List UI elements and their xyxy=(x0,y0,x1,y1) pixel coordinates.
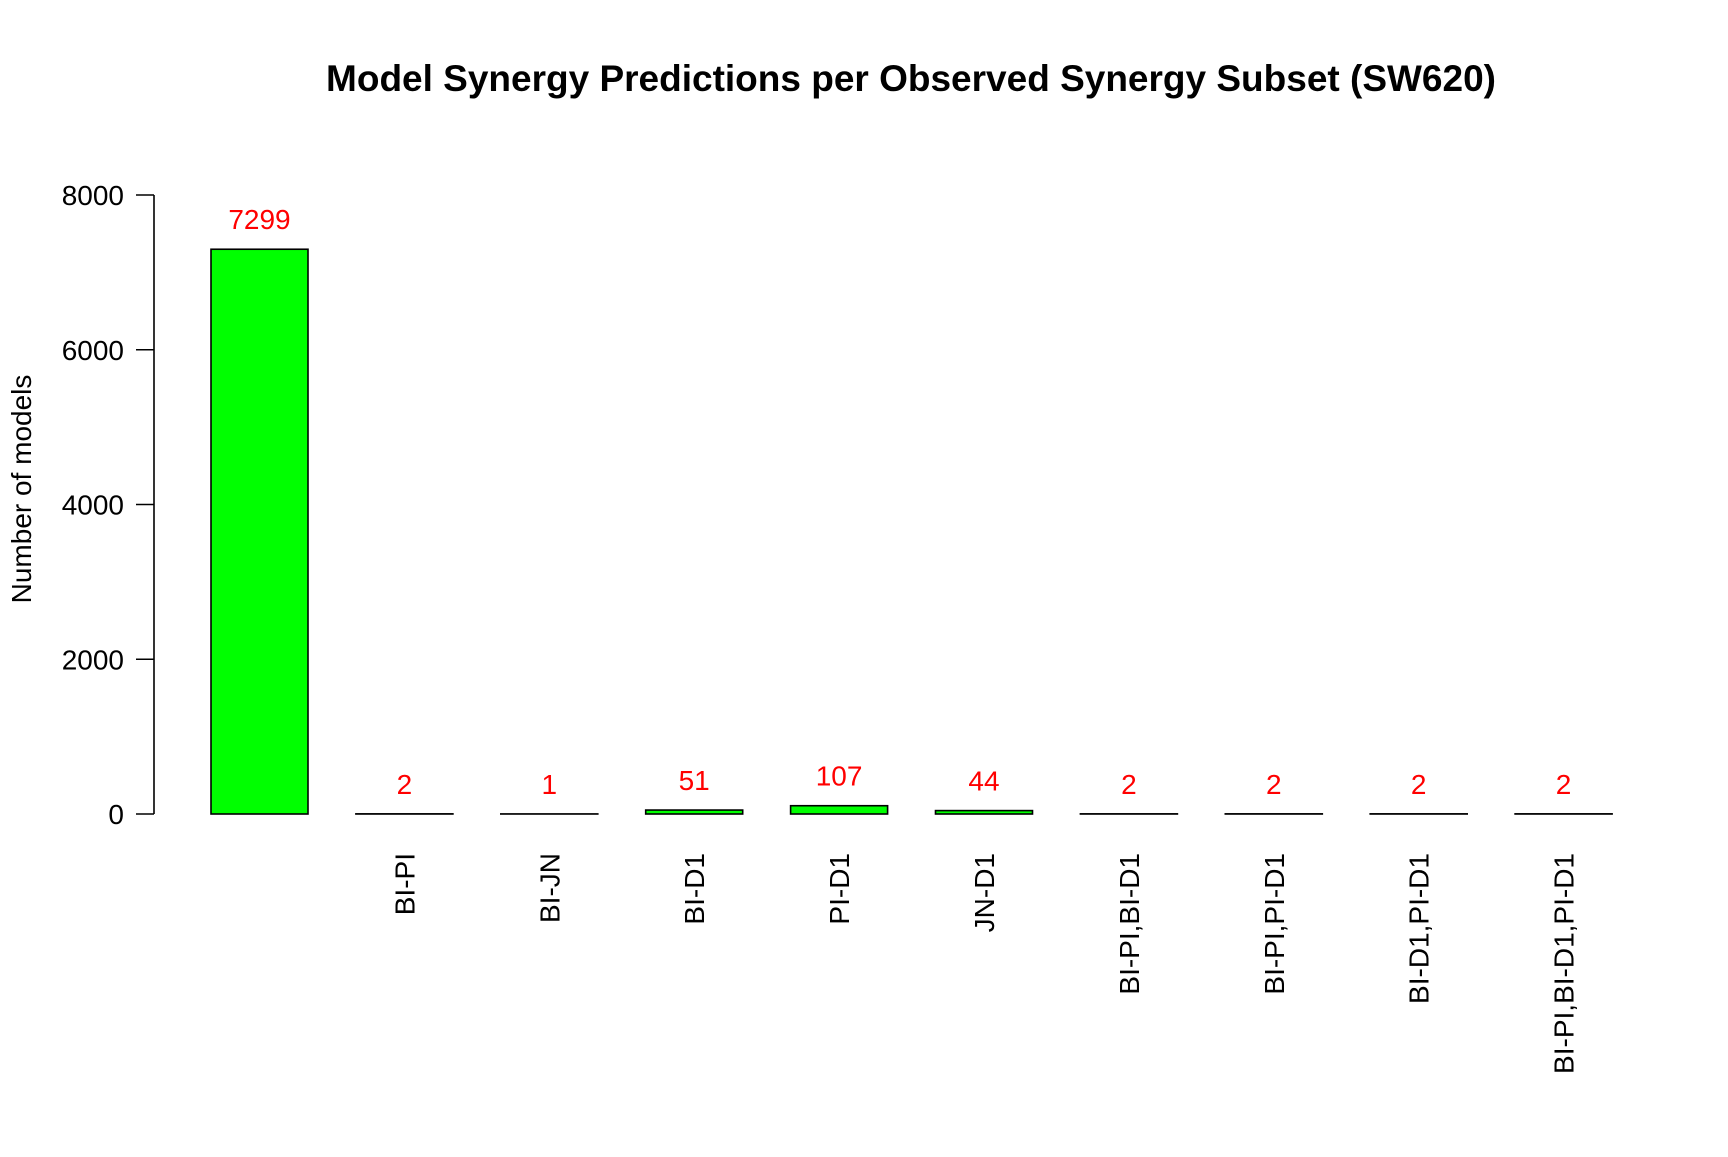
y-axis: 0 2000 4000 6000 8000 xyxy=(62,180,154,830)
chart-title: Model Synergy Predictions per Observed S… xyxy=(326,58,1496,99)
y-tick-label: 4000 xyxy=(62,490,124,521)
x-category-label: BI-JN xyxy=(534,853,565,923)
x-category-label: BI-PI,BI-D1 xyxy=(1114,853,1145,995)
bar-data-label: 2 xyxy=(1121,769,1137,800)
bar xyxy=(211,249,308,814)
y-tick-label: 0 xyxy=(108,799,124,830)
bar xyxy=(936,811,1033,814)
category-labels-group: BI-PI BI-JN BI-D1 PI-D1 JN-D1 BI-PI,BI-D1 BI-P… xyxy=(389,853,1579,1074)
bars-group xyxy=(211,249,1612,814)
x-category-label: BI-PI,BI-D1,PI-D1 xyxy=(1549,853,1580,1074)
bar-data-label: 51 xyxy=(679,765,710,796)
bar xyxy=(791,806,888,814)
x-category-label: BI-D1 xyxy=(679,853,710,925)
y-tick-label: 2000 xyxy=(62,644,124,675)
bar-data-label: 2 xyxy=(1556,769,1572,800)
x-category-label: JN-D1 xyxy=(969,853,1000,932)
y-axis-label: Number of models xyxy=(6,375,37,604)
bar-data-label: 1 xyxy=(542,769,558,800)
y-tick-label: 8000 xyxy=(62,180,124,211)
bar xyxy=(646,810,743,814)
y-tick-label: 6000 xyxy=(62,335,124,366)
bar-data-label: 44 xyxy=(968,766,999,797)
bar-data-label: 7299 xyxy=(228,204,290,235)
data-labels-group: 7299 2 1 51 107 44 2 2 2 2 xyxy=(228,204,1571,800)
bar-data-label: 2 xyxy=(1266,769,1282,800)
bar-data-label: 107 xyxy=(816,761,863,792)
x-category-label: BI-PI xyxy=(389,853,420,915)
x-category-label: PI-D1 xyxy=(824,853,855,925)
bar-data-label: 2 xyxy=(397,769,413,800)
x-category-label: BI-PI,PI-D1 xyxy=(1259,853,1290,995)
bar-data-label: 2 xyxy=(1411,769,1427,800)
x-category-label: BI-D1,PI-D1 xyxy=(1404,853,1435,1004)
